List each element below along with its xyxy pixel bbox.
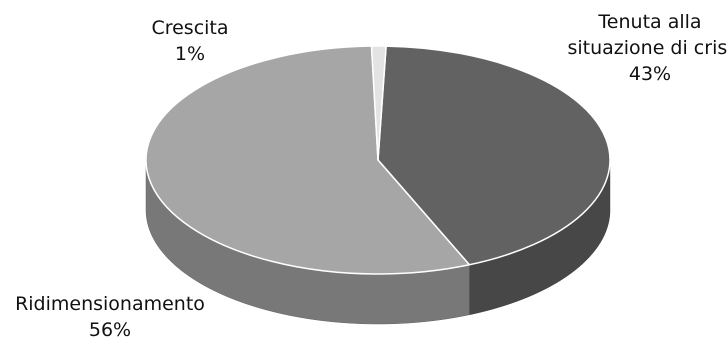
- slice-label-1: Ridimensionamento 56%: [15, 293, 205, 341]
- pie-slices: [146, 46, 610, 274]
- slice-name-0: Tenuta alla: [597, 11, 701, 33]
- slice-value-0: 43%: [629, 63, 671, 85]
- slice-name-1: Ridimensionamento: [15, 293, 205, 315]
- slice-value-1: 56%: [89, 319, 131, 341]
- slice-value-2: 1%: [175, 43, 205, 65]
- slice-name-2: Crescita: [151, 17, 228, 39]
- slice-label-0: Tenuta alla situazione di crisi 43%: [567, 11, 728, 85]
- slice-label-2: Crescita 1%: [151, 17, 228, 65]
- slice-name-0: situazione di crisi: [567, 37, 728, 59]
